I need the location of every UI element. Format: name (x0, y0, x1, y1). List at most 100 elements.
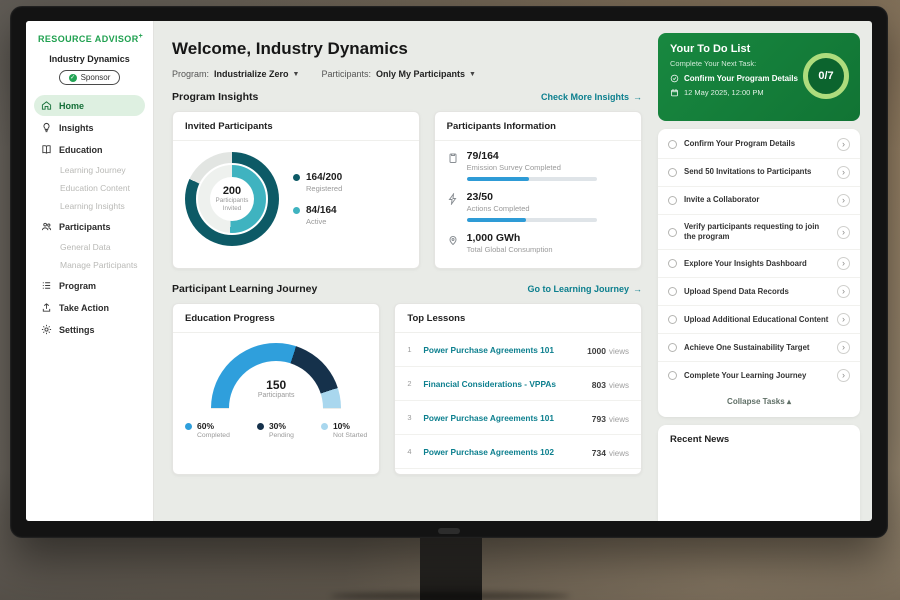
lesson-link[interactable]: Financial Considerations - VPPAs (423, 378, 556, 389)
checkbox-icon[interactable] (668, 227, 677, 237)
participants-filter-dropdown[interactable]: Only My Participants ▼ (376, 69, 476, 79)
check-more-insights-link[interactable]: Check More Insights → (541, 92, 642, 102)
task-row-complete-learning-journey[interactable]: Complete Your Learning Journey › (658, 362, 860, 389)
task-row-send-invitations[interactable]: Send 50 Invitations to Participants › (658, 159, 860, 187)
chevron-right-icon[interactable]: › (837, 138, 850, 151)
task-row-invite-collaborator[interactable]: Invite a Collaborator › (658, 187, 860, 215)
participants-filter-label: Participants: (321, 69, 371, 79)
go-to-learning-journey-link[interactable]: Go to Learning Journey → (527, 284, 642, 294)
education-gauge-chart: 150 Participants (211, 343, 342, 409)
sidebar-item-label: Participants (59, 221, 111, 232)
link-label: Go to Learning Journey (527, 284, 629, 294)
book-icon (42, 145, 51, 154)
legend-item-active: 84/164 Active (293, 205, 342, 226)
upload-arrow-icon (42, 303, 51, 312)
sidebar-item-take-action[interactable]: Take Action (34, 297, 145, 318)
task-label: Upload Additional Educational Content (684, 314, 829, 324)
filter-bar: Program: Industrialize Zero ▼ Participan… (172, 69, 642, 79)
chevron-right-icon[interactable]: › (837, 369, 850, 383)
lesson-row: 2 Financial Considerations - VPPAs 803 vi… (395, 367, 641, 401)
legend-label: Not Started (332, 432, 368, 439)
task-row-upload-spend-data[interactable]: Upload Spend Data Records › (658, 278, 860, 307)
sponsor-icon: ✓ (68, 73, 77, 82)
arrow-right-icon: → (633, 284, 642, 294)
todo-next-task: Confirm Your Program Details (670, 74, 800, 83)
checkbox-icon[interactable] (668, 315, 677, 325)
sidebar-item-education[interactable]: Education (34, 139, 145, 160)
app-logo: RESOURCE ADVISOR+ (38, 33, 145, 44)
lesson-row: 1 Power Purchase Agreements 101 1000 view… (395, 333, 641, 367)
chevron-right-icon[interactable]: › (837, 225, 850, 239)
lesson-rank: 4 (407, 447, 412, 456)
education-legend: 60% Completed 30% Pending (173, 409, 379, 439)
sidebar-item-general-data[interactable]: General Data (60, 242, 111, 252)
task-row-achieve-target[interactable]: Achieve One Sustainability Target › (658, 334, 860, 363)
sidebar-item-home[interactable]: Home (34, 95, 145, 116)
invited-center-value: 200 (222, 185, 242, 198)
todo-panel: Your To Do List Complete Your Next Task:… (656, 21, 872, 521)
task-row-confirm-program[interactable]: Confirm Your Program Details › (658, 131, 860, 159)
task-row-explore-insights[interactable]: Explore Your Insights Dashboard › (658, 250, 860, 279)
program-filter-label: Program: (172, 69, 210, 79)
check-circle-icon (670, 74, 679, 83)
lesson-link[interactable]: Power Purchase Agreements 101 (423, 412, 555, 423)
stat-value: 79/164 (466, 150, 499, 162)
sidebar-item-program[interactable]: Program (34, 275, 145, 296)
lesson-views-label: views (608, 414, 629, 424)
todo-progress-ring: 0/7 (803, 53, 849, 99)
task-label: Send 50 Invitations to Participants (684, 167, 812, 177)
learning-journey-header: Participant Learning Journey Go to Learn… (172, 283, 642, 295)
checkbox-icon[interactable] (668, 259, 677, 269)
task-row-verify-participants[interactable]: Verify participants requesting to join t… (658, 215, 860, 251)
legend-value: 164/200 (306, 172, 343, 183)
invited-donut-center: 200 Participants Invited (210, 177, 254, 221)
task-label: Verify participants requesting to join t… (684, 222, 820, 242)
dashboard-screen: RESOURCE ADVISOR+ Industry Dynamics ✓ Sp… (26, 21, 872, 521)
chevron-right-icon[interactable]: › (837, 166, 850, 179)
participants-information-card: Participants Information 79/164 Emission… (433, 111, 642, 269)
sponsor-label: Sponsor (80, 73, 111, 82)
legend-value: 30% (268, 421, 286, 431)
program-insights-header: Program Insights Check More Insights → (172, 91, 642, 103)
sidebar-item-education-content[interactable]: Education Content (60, 183, 130, 193)
sidebar-item-learning-journey[interactable]: Learning Journey (60, 165, 126, 175)
legend-label: Active (306, 217, 327, 226)
checkbox-icon[interactable] (668, 343, 677, 353)
checkbox-icon[interactable] (668, 196, 677, 205)
sidebar-item-insights[interactable]: Insights (34, 117, 145, 138)
collapse-tasks-link[interactable]: Collapse Tasks ▴ (658, 389, 860, 415)
checkbox-icon[interactable] (668, 371, 677, 381)
legend-item-registered: 164/200 Registered (293, 172, 342, 193)
legend-item-not-started: 10% Not Started (320, 421, 368, 439)
lesson-link[interactable]: Power Purchase Agreements 101 (423, 344, 555, 355)
sidebar: RESOURCE ADVISOR+ Industry Dynamics ✓ Sp… (26, 21, 154, 521)
progress-bar-track (466, 177, 597, 181)
section-title: Program Insights (172, 91, 259, 103)
sidebar-item-learning-insights[interactable]: Learning Insights (60, 201, 125, 211)
checkbox-icon[interactable] (668, 287, 677, 297)
chevron-right-icon[interactable]: › (837, 194, 850, 207)
todo-task-list: Confirm Your Program Details › Send 50 I… (658, 129, 860, 418)
task-row-upload-educational-content[interactable]: Upload Additional Educational Content › (658, 306, 860, 335)
arrow-right-icon: → (633, 92, 642, 102)
stat-actions-completed: 23/50 Actions Completed (447, 191, 629, 222)
lesson-link[interactable]: Power Purchase Agreements 102 (423, 446, 555, 457)
program-filter-value: Industrialize Zero (214, 69, 289, 79)
checkbox-icon[interactable] (668, 140, 677, 149)
card-title: Invited Participants (173, 112, 419, 141)
checkbox-icon[interactable] (668, 168, 677, 177)
sidebar-item-manage-participants[interactable]: Manage Participants (60, 260, 138, 270)
program-filter-dropdown[interactable]: Industrialize Zero ▼ (214, 69, 299, 79)
chevron-right-icon[interactable]: › (837, 285, 850, 299)
sidebar-item-settings[interactable]: Settings (34, 319, 145, 340)
sidebar-item-participants[interactable]: Participants (34, 216, 145, 237)
top-lessons-card: Top Lessons 1 Power Purchase Agreements … (394, 303, 642, 475)
people-icon (41, 222, 52, 231)
chevron-right-icon[interactable]: › (837, 257, 850, 271)
chevron-right-icon[interactable]: › (837, 313, 850, 327)
sidebar-item-label: Insights (59, 122, 94, 133)
lightning-bolt-icon (448, 193, 457, 205)
chevron-right-icon[interactable]: › (837, 341, 850, 355)
location-pin-icon (449, 236, 457, 246)
progress-bar-fill (466, 218, 527, 222)
